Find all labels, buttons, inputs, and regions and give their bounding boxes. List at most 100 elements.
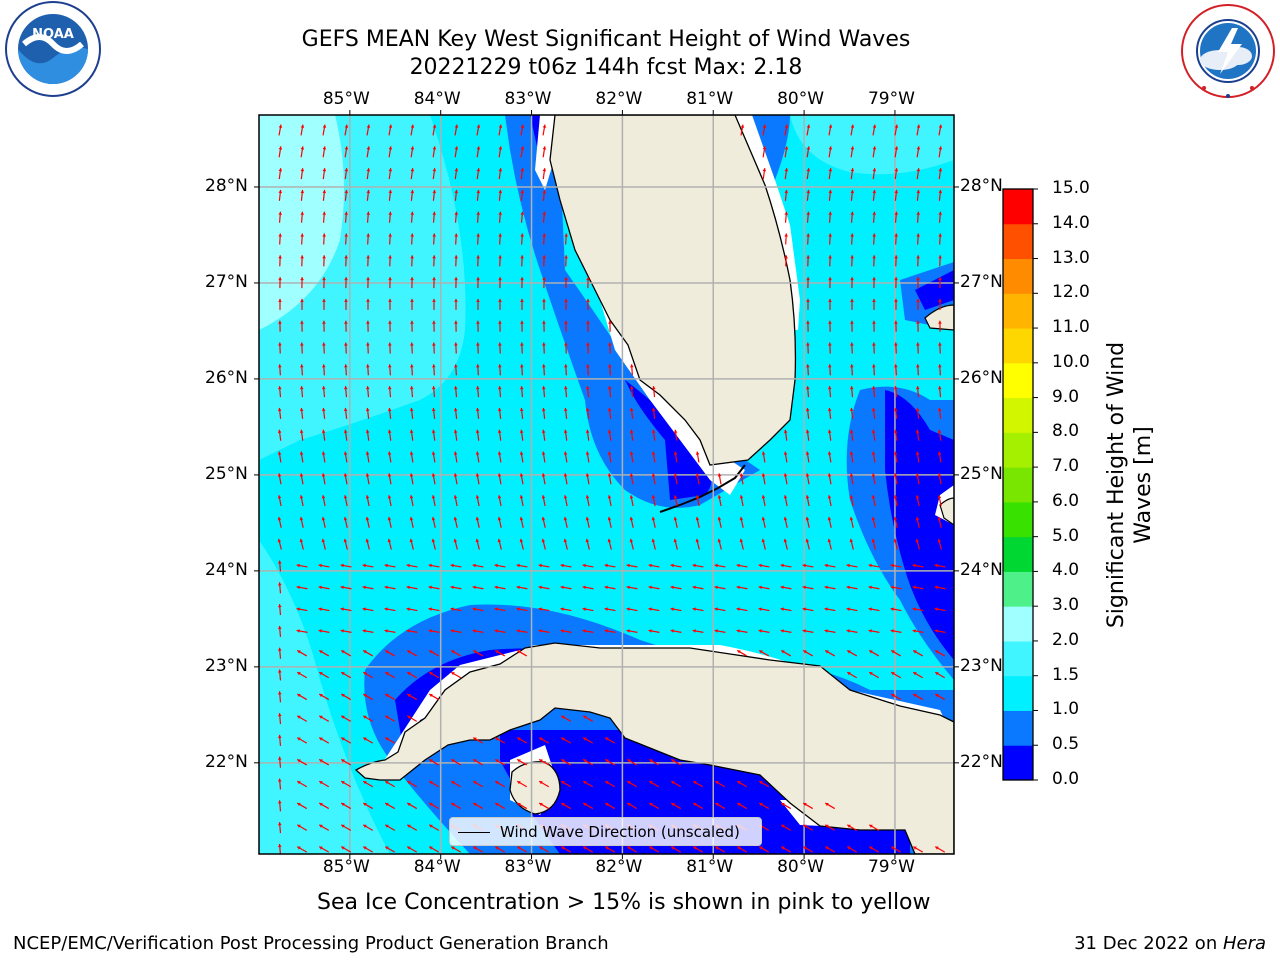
wave-direction-arrowhead [604,629,608,633]
wave-direction-arrowhead [938,146,943,150]
wave-direction-arrowhead [846,563,850,568]
wave-direction-arrowhead [519,386,524,390]
wave-direction-arrowhead [542,320,546,324]
wave-direction-arrowhead [916,146,921,150]
wave-direction-arrowhead [343,386,348,390]
wave-direction-arrowhead [363,715,367,719]
wave-direction-arrowhead [912,563,916,568]
wave-direction-arrowhead [431,517,436,521]
wave-direction-arrowhead [476,189,481,194]
wave-direction-arrowhead [454,298,458,302]
wave-direction-arrowhead [582,563,586,568]
wave-direction-arrowhead [475,473,480,477]
wave-direction-arrowhead [278,146,283,150]
wave-direction-arrowhead [715,846,719,850]
wave-direction-arrowhead [384,563,388,568]
wave-direction-arrowhead [781,846,785,850]
wave-direction-arrowhead [784,168,789,172]
colorbar-segment [1003,362,1033,399]
wave-direction-arrowhead [649,759,653,763]
wave-direction-arrowhead [344,298,348,302]
wave-direction-arrowhead [322,255,326,259]
wave-direction-arrowhead [916,298,920,302]
wave-direction-arrowhead [915,451,920,455]
noaa-logo-text: NOAA [32,27,74,42]
wave-direction-arrowhead [541,538,546,543]
wave-direction-arrowhead [476,277,480,281]
colorbar-tick-label: 11.0 [1052,317,1090,338]
wave-direction-arrowhead [388,233,392,237]
wind-wave-arrows [277,124,946,854]
wave-direction-arrowhead [319,693,323,698]
wave-direction-arrowhead [541,451,546,455]
wave-direction-arrowhead [516,585,520,590]
wave-direction-arrowhead [538,585,542,590]
wave-direction-arrowhead [344,146,349,150]
wave-direction-arrowhead [893,517,898,521]
wave-direction-arrowhead [564,255,568,259]
wave-direction-arrowhead [604,607,608,611]
wave-direction-arrowhead [915,473,920,477]
wave-direction-arrowhead [938,255,942,259]
wave-direction-arrowhead [561,737,565,741]
wave-direction-arrowhead [827,451,832,455]
wave-direction-arrowhead [277,582,282,586]
wave-direction-arrowhead [517,802,521,807]
colorbar-segment [1003,189,1033,225]
wave-direction-arrowhead [299,407,304,412]
florida-keys [659,464,746,513]
wave-direction-arrowhead [648,629,652,633]
wave-direction-arrowhead [846,629,850,633]
wave-direction-arrowhead [806,168,811,172]
wave-direction-arrowhead [319,824,323,828]
wave-direction-arrowhead [850,146,855,150]
wave-direction-arrowhead [495,759,499,763]
wave-direction-arrowhead [476,364,480,368]
wave-direction-arrowhead [560,629,564,633]
x-tick-label-bottom: 84°W [413,857,461,877]
wave-direction-arrowhead [850,277,854,281]
wave-direction-arrowhead [605,759,609,763]
wave-direction-arrowhead [365,495,370,499]
wave-direction-arrowhead [893,386,898,390]
wave-direction-arrowhead [300,277,304,281]
wave-direction-arrowhead [605,802,609,807]
wave-direction-arrowhead [340,607,344,611]
wave-direction-arrowhead [384,607,388,611]
wave-direction-arrowhead [407,715,411,719]
wave-direction-arrowhead [431,451,436,455]
colorbar-segment [1003,606,1033,642]
wave-direction-arrowhead [296,585,300,590]
wave-direction-arrowhead [453,451,458,455]
wave-direction-arrowhead [670,585,674,590]
wave-direction-arrowhead [629,473,634,477]
y-tick-label-left: 23°N [205,655,248,676]
wave-direction-arrowhead [363,802,367,807]
wave-direction-arrowhead [341,802,345,807]
wave-direction-arrowhead [476,211,481,215]
wave-direction-arrowhead [319,650,323,654]
wave-direction-arrowhead [476,168,481,172]
wave-direction-arrowhead [538,607,542,611]
colorbar-tick-label: 1.5 [1052,664,1080,685]
wave-direction-arrowhead [277,778,282,782]
wave-direction-arrowhead [893,451,898,455]
wave-direction-arrowhead [585,538,590,543]
wave-direction-arrowhead [871,473,876,477]
wave-direction-arrowhead [453,517,458,521]
wave-direction-arrowhead [322,211,327,215]
y-tick-label-left: 24°N [205,559,248,580]
wave-direction-arrowhead [915,517,920,521]
wave-direction-arrowhead [869,672,873,676]
wave-direction-arrowhead [825,846,829,850]
wave-direction-arrowhead [340,629,344,633]
wave-direction-arrowhead [431,473,436,477]
wave-direction-arrowhead [806,320,810,324]
wave-direction-arrowhead [542,233,546,237]
wave-direction-arrowhead [671,802,675,807]
wave-direction-arrowhead [497,451,502,455]
wave-direction-arrowhead [343,495,348,499]
wave-direction-arrowhead [278,124,283,128]
wave-direction-arrowhead [850,342,854,346]
